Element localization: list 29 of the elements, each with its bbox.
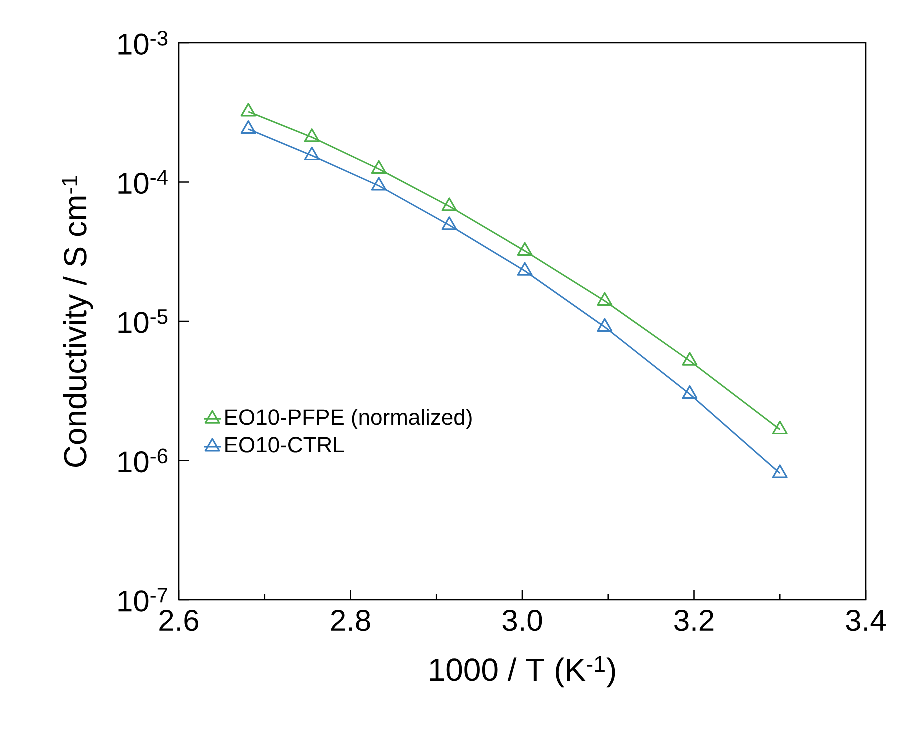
y-tick-label: 10$^{-6}$ — [118, 448, 168, 473]
point — [597, 292, 613, 306]
point — [442, 216, 458, 230]
point — [597, 318, 613, 332]
point — [371, 160, 387, 174]
legend-label: EO10-CTRL — [226, 437, 344, 453]
point — [517, 262, 533, 276]
point — [240, 103, 256, 117]
point — [304, 146, 320, 161]
point — [682, 352, 698, 366]
y-tick-label: 10$^{-3}$ — [118, 31, 168, 56]
x-tick-label: 3.2 — [674, 610, 714, 632]
x-tick-label: 3.4 — [846, 610, 886, 632]
x-tick-label: 2.8 — [331, 610, 370, 632]
point — [772, 464, 788, 478]
point — [772, 420, 788, 435]
point — [517, 242, 533, 256]
y-tick-label: 10$^{-4}$ — [118, 170, 168, 194]
x-tick-label: 2.6 — [160, 610, 199, 632]
y-tick-label: 10$^{-5}$ — [118, 310, 168, 334]
point — [371, 177, 387, 191]
x-tick-label: 3.0 — [502, 610, 542, 632]
x-axis-title: 1000 / T (K$^{-1}$) — [430, 656, 616, 688]
point — [682, 386, 698, 400]
point — [304, 128, 320, 142]
y-axis-title: Conductivity / S cm$^{-1}$ — [62, 176, 94, 468]
legend-label: EO10-PFPE (normalized) — [226, 409, 472, 430]
point — [240, 120, 256, 134]
point — [442, 198, 458, 212]
